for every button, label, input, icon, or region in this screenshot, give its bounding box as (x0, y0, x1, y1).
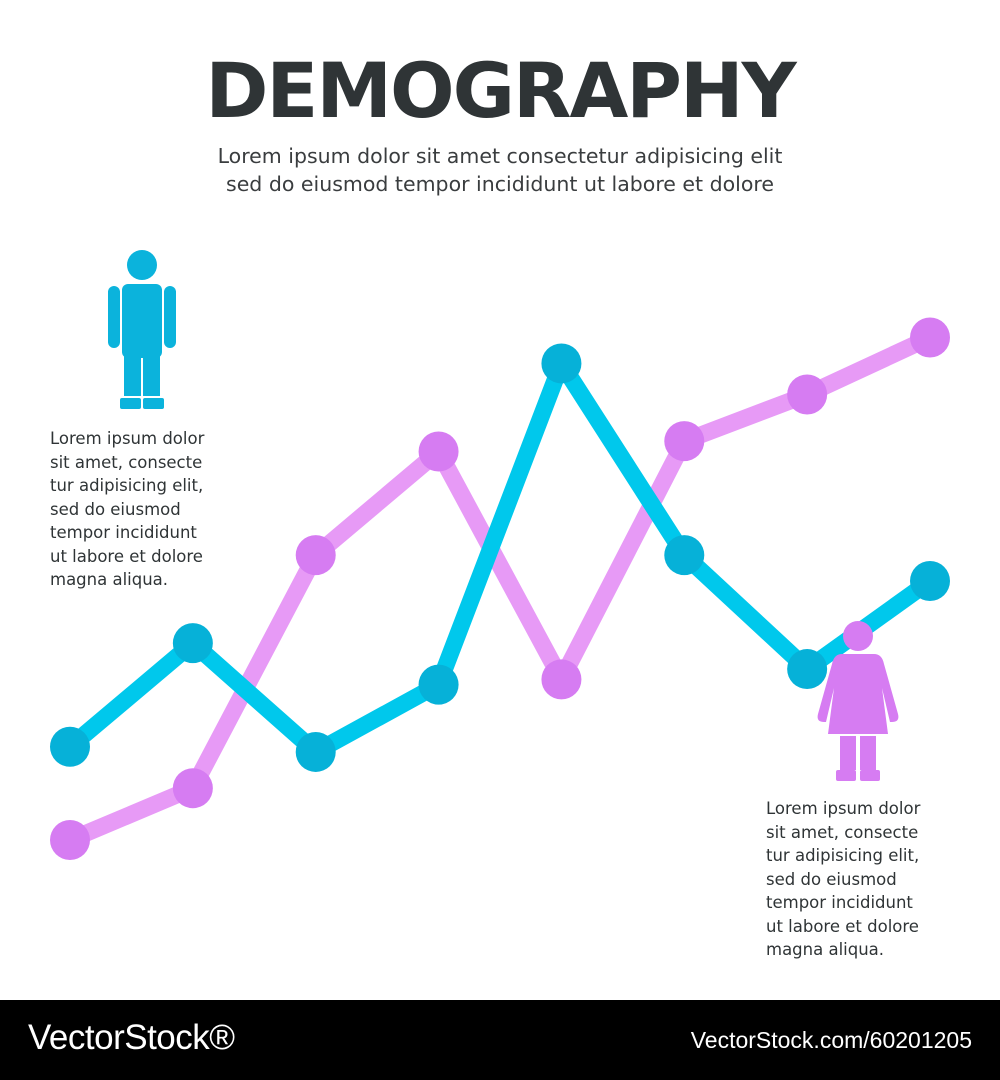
subtitle-line: sed do eiusmod tempor incididunt ut labo… (226, 172, 774, 196)
right-description: Lorem ipsum dolor sit amet, consecte tur… (766, 797, 966, 962)
description-line: ut labore et dolore (50, 546, 203, 566)
line-chart (50, 317, 950, 860)
data-point (910, 317, 950, 358)
description-line: sit amet, consecte (50, 452, 203, 472)
description-line: magna aliqua. (50, 570, 169, 589)
left-description: Lorem ipsum dolor sit amet, consecte tur… (50, 427, 250, 592)
data-point (787, 374, 828, 415)
description-line: sit amet, consecte (766, 822, 919, 842)
page-title: DEMOGRAPHY (205, 46, 796, 135)
description-line: Lorem ipsum dolor (50, 429, 205, 448)
data-point (50, 726, 90, 767)
data-point (295, 535, 336, 576)
series-line (61, 329, 939, 849)
data-point (541, 343, 582, 384)
data-point (50, 820, 90, 860)
subtitle-line: Lorem ipsum dolor sit amet consectetur a… (217, 144, 783, 168)
description-line: sed do eiusmod (50, 499, 181, 519)
data-point (295, 731, 336, 772)
male-person-icon (108, 250, 176, 409)
data-point (418, 664, 459, 705)
data-point (664, 535, 705, 576)
description-line: Lorem ipsum dolor (766, 799, 921, 818)
description-line: magna aliqua. (766, 940, 885, 959)
description-line: tempor incididunt (766, 893, 913, 912)
data-point (910, 561, 950, 601)
data-point (541, 659, 582, 700)
data-point (418, 431, 459, 472)
description-line: tempor incididunt (50, 523, 197, 542)
watermark-bar: VectorStock® VectorStock.com/60201205 (0, 1000, 1000, 1080)
series-2 (50, 317, 950, 860)
vectorstock-logo: VectorStock® (28, 1018, 235, 1057)
series-line (61, 354, 939, 761)
description-line: tur adipisicing elit, (766, 846, 920, 865)
data-point (664, 421, 705, 462)
description-line: tur adipisicing elit, (50, 476, 204, 495)
data-point (172, 768, 213, 809)
data-point (787, 649, 828, 690)
data-point (172, 623, 213, 664)
description-line: ut labore et dolore (766, 916, 919, 936)
image-id-label: VectorStock.com/60201205 (690, 1027, 972, 1053)
female-person-icon (817, 621, 899, 781)
series-1 (50, 343, 950, 772)
description-line: sed do eiusmod (766, 869, 897, 889)
subtitle: Lorem ipsum dolor sit amet consectetur a… (0, 142, 1000, 198)
